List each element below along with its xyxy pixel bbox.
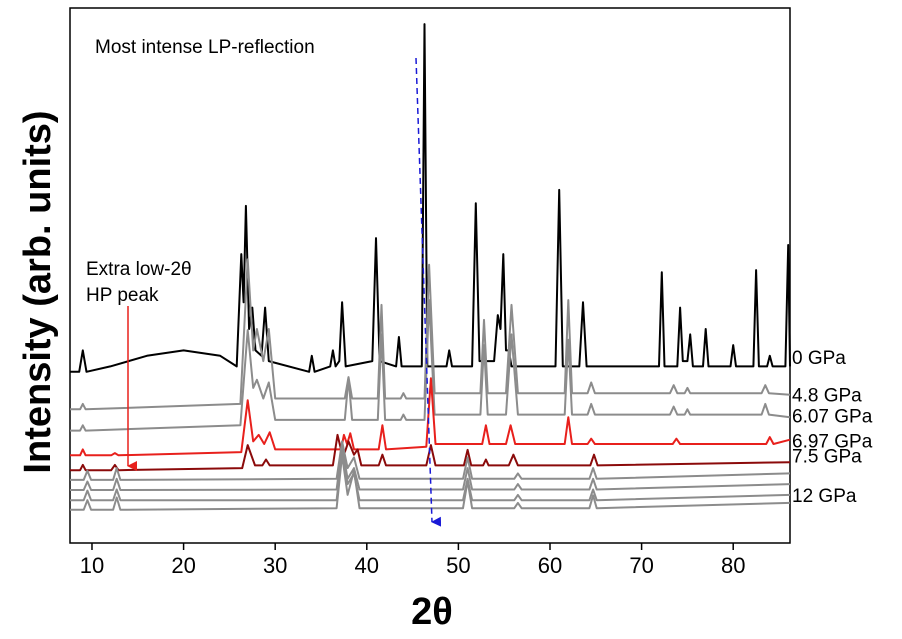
- series-line: [70, 445, 791, 491]
- series-line: [70, 377, 791, 457]
- x-tick-label: 50: [446, 553, 470, 578]
- series-line: [70, 454, 791, 511]
- series-label: 0 GPa: [792, 348, 846, 369]
- series-line: [70, 433, 791, 472]
- series-line: [70, 258, 791, 411]
- y-axis-label: Intensity (arb. units): [17, 110, 59, 473]
- x-tick-label: 80: [721, 553, 745, 578]
- series-label: 6.97 GPa: [792, 431, 873, 452]
- x-tick-label: 30: [263, 553, 287, 578]
- x-tick-label: 60: [538, 553, 562, 578]
- annotation-arrow: [415, 57, 442, 527]
- series-label: 6.07 GPa: [792, 407, 873, 428]
- series-line: [70, 299, 791, 432]
- annotation: Most intense LP-reflection: [95, 37, 315, 58]
- x-axis-label: 2θ: [411, 591, 453, 633]
- annotation: HP peak: [86, 285, 159, 306]
- annotation: Extra low-2θ: [86, 259, 192, 280]
- series-line: [70, 23, 791, 373]
- series-label: 7.5 GPa: [792, 446, 862, 467]
- x-tick-label: 40: [355, 553, 379, 578]
- x-tick-label: 20: [171, 553, 195, 578]
- series-label: 12 GPa: [792, 486, 857, 507]
- series-label: 4.8 GPa: [792, 385, 862, 406]
- x-tick-label: 10: [80, 553, 104, 578]
- series-line: [70, 440, 791, 481]
- plot-frame: [69, 7, 791, 544]
- x-tick-label: 70: [629, 553, 653, 578]
